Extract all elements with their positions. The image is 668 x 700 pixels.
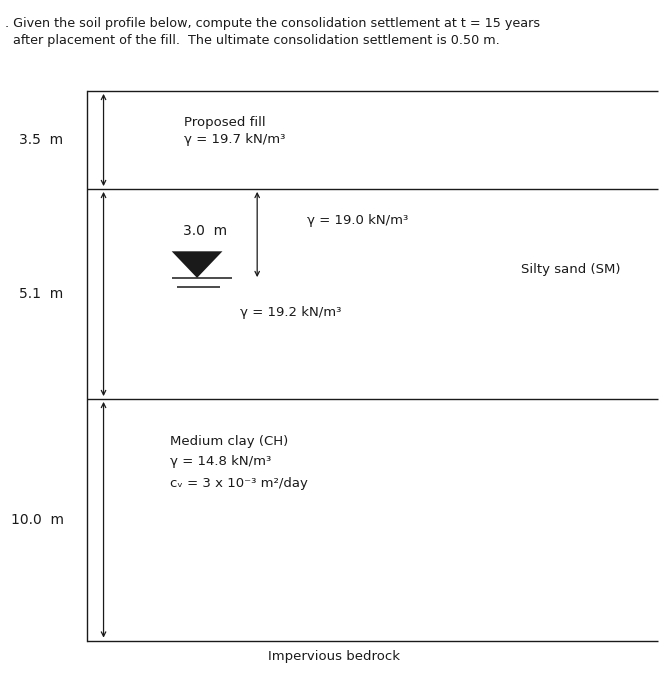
Text: Medium clay (CH): Medium clay (CH) [170,435,289,447]
Text: 5.1  m: 5.1 m [19,287,63,301]
Text: after placement of the fill.  The ultimate consolidation settlement is 0.50 m.: after placement of the fill. The ultimat… [5,34,500,47]
Polygon shape [172,251,222,278]
Text: Impervious bedrock: Impervious bedrock [268,650,400,663]
Text: γ = 19.7 kN/m³: γ = 19.7 kN/m³ [184,134,285,146]
Text: γ = 19.0 kN/m³: γ = 19.0 kN/m³ [307,214,409,227]
Text: 3.5  m: 3.5 m [19,133,63,147]
Text: 10.0  m: 10.0 m [11,512,64,526]
Text: 3.0  m: 3.0 m [183,224,227,238]
Text: Proposed fill: Proposed fill [184,116,265,129]
Text: cᵥ = 3 x 10⁻³ m²/day: cᵥ = 3 x 10⁻³ m²/day [170,477,308,489]
Text: γ = 19.2 kN/m³: γ = 19.2 kN/m³ [240,306,342,318]
Text: γ = 14.8 kN/m³: γ = 14.8 kN/m³ [170,456,272,468]
Text: Silty sand (SM): Silty sand (SM) [521,263,621,276]
Text: . Given the soil profile below, compute the consolidation settlement at t = 15 y: . Given the soil profile below, compute … [5,18,540,31]
